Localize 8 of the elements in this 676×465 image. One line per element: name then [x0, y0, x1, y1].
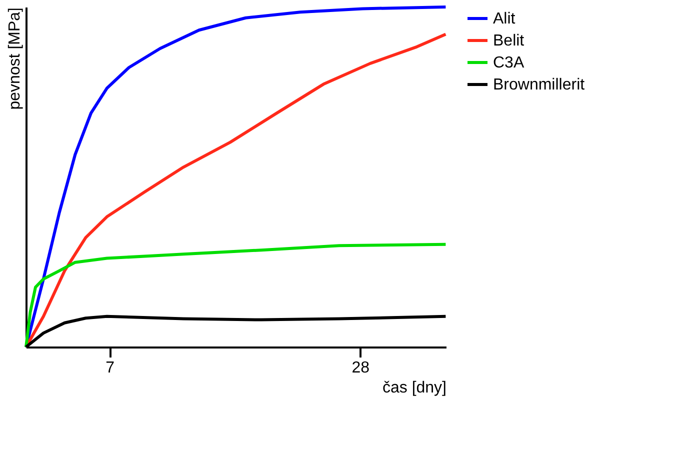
legend-label: Alit [493, 10, 516, 28]
y-axis-title: pevnost [MPa] [6, 8, 24, 110]
x-axis-title: čas [dny] [382, 380, 446, 396]
legend-label: Brownmillerit [493, 76, 586, 94]
legend-label: C3A [493, 54, 524, 72]
x-tick-label: 7 [106, 360, 115, 376]
x-tick-label: 28 [352, 360, 370, 376]
legend-label: Belit [493, 32, 525, 50]
